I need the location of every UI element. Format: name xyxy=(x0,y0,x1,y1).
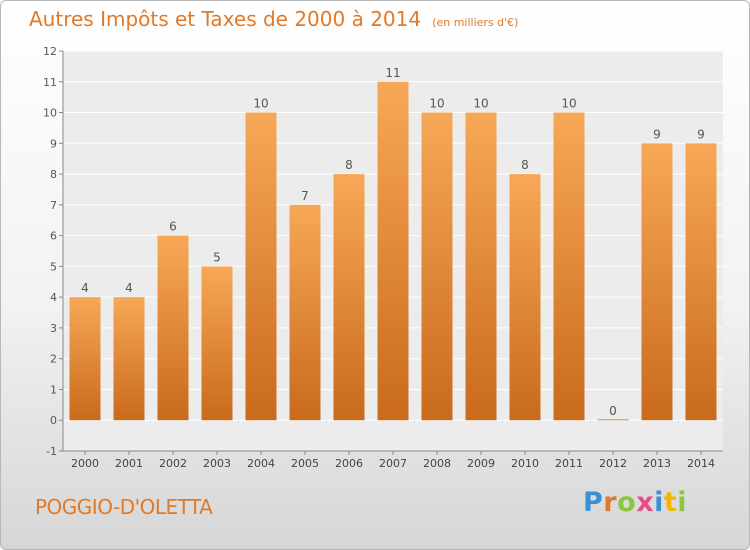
y-tick-label: 3 xyxy=(50,322,57,335)
bar-value-label: 10 xyxy=(253,97,268,111)
y-tick-label: 4 xyxy=(50,291,57,304)
bar-value-label: 0 xyxy=(609,404,617,418)
bar-value-label: 7 xyxy=(301,189,309,203)
chart-title-block: Autres Impôts et Taxes de 2000 à 2014 (e… xyxy=(29,7,518,31)
x-tick-label: 2000 xyxy=(71,457,99,470)
chart-title: Autres Impôts et Taxes de 2000 à 2014 xyxy=(29,7,422,31)
x-tick-label: 2002 xyxy=(159,457,187,470)
logo-letter: P xyxy=(583,487,604,518)
y-tick-label: 6 xyxy=(50,230,57,243)
bar xyxy=(421,112,453,421)
bar xyxy=(377,81,409,421)
x-tick-label: 2008 xyxy=(423,457,451,470)
y-tick-label: 11 xyxy=(43,76,57,89)
y-tick-label: 7 xyxy=(50,199,57,212)
bar xyxy=(641,143,673,421)
bar-value-label: 4 xyxy=(81,281,89,295)
x-tick-label: 2003 xyxy=(203,457,231,470)
y-tick-label: 5 xyxy=(50,260,57,273)
bar xyxy=(157,235,189,421)
x-tick-label: 2011 xyxy=(555,457,583,470)
bar xyxy=(597,419,629,421)
bar xyxy=(333,174,365,421)
y-tick-label: 8 xyxy=(50,168,57,181)
logo-letter: i xyxy=(654,487,664,518)
bar-value-label: 6 xyxy=(169,220,177,234)
y-tick-label: -1 xyxy=(46,445,57,458)
logo-letter: i xyxy=(677,487,688,518)
bar-value-label: 4 xyxy=(125,281,133,295)
x-tick-label: 2005 xyxy=(291,457,319,470)
x-tick-label: 2012 xyxy=(599,457,627,470)
x-tick-label: 2014 xyxy=(687,457,715,470)
y-tick-label: 12 xyxy=(43,45,57,58)
logo-letter: r xyxy=(603,487,618,518)
bar-value-label: 9 xyxy=(653,127,661,141)
bar xyxy=(201,266,233,421)
bar xyxy=(245,112,277,421)
logo-letter: o xyxy=(617,487,637,518)
bars-group: 4 4 6 5 10 7 8 11 10 10 8 10 0 9 9 xyxy=(69,66,717,421)
bar-value-label: 9 xyxy=(697,127,705,141)
bar xyxy=(509,174,541,421)
y-tick-label: 2 xyxy=(50,353,57,366)
bar-value-label: 5 xyxy=(213,250,221,264)
bar-value-label: 10 xyxy=(561,97,576,111)
bar xyxy=(465,112,497,421)
bar-value-label: 8 xyxy=(345,158,353,172)
y-tick-label: 0 xyxy=(50,414,57,427)
bar-value-label: 10 xyxy=(429,97,444,111)
x-tick-label: 2009 xyxy=(467,457,495,470)
proxiti-logo: Proxiti xyxy=(583,487,687,518)
logo-letter: x xyxy=(636,487,655,518)
x-tick-label: 2010 xyxy=(511,457,539,470)
bar-value-label: 8 xyxy=(521,158,529,172)
logo-letter: t xyxy=(663,487,678,518)
x-tick-label: 2001 xyxy=(115,457,143,470)
location-label: POGGIO-D'OLETTA xyxy=(35,495,213,519)
x-tick-label: 2013 xyxy=(643,457,671,470)
bar-value-label: 11 xyxy=(385,66,400,80)
x-tick-label: 2007 xyxy=(379,457,407,470)
bar-value-label: 10 xyxy=(473,97,488,111)
bar xyxy=(113,297,145,421)
bar xyxy=(553,112,585,421)
bar xyxy=(289,204,321,421)
y-tick-label: 10 xyxy=(43,107,57,120)
x-tick-label: 2004 xyxy=(247,457,275,470)
y-tick-label: 1 xyxy=(50,383,57,396)
chart-unit-note: (en milliers d'€) xyxy=(432,16,519,29)
bar xyxy=(69,297,101,421)
x-tick-label: 2006 xyxy=(335,457,363,470)
y-tick-label: 9 xyxy=(50,137,57,150)
bar xyxy=(685,143,717,421)
